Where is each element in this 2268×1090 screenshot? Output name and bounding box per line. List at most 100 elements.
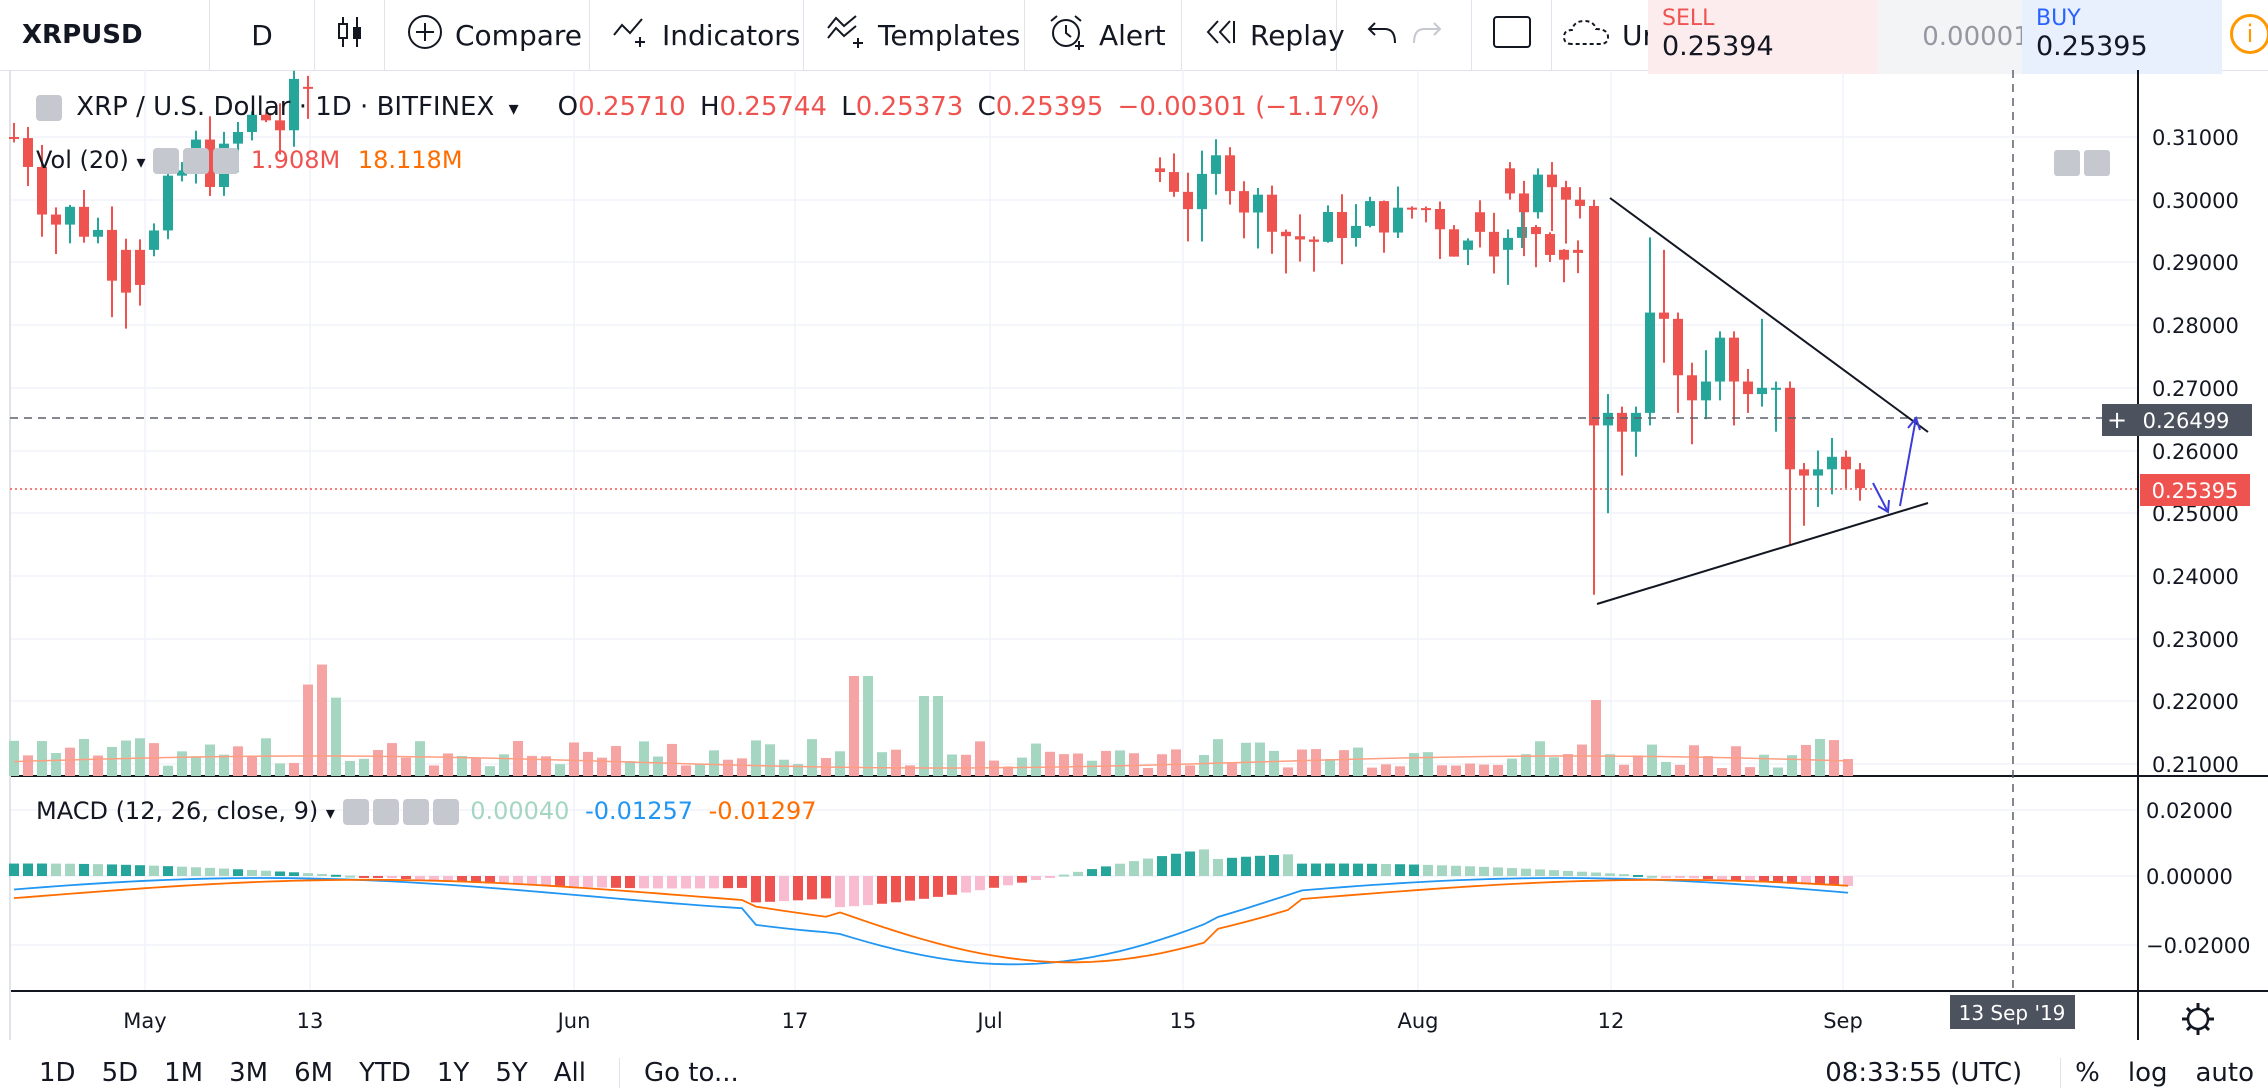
sell-button[interactable]: SELL 0.25394 — [1648, 0, 1878, 74]
redo-icon[interactable] — [1412, 19, 1442, 52]
indicators-icon — [612, 15, 650, 56]
range-button-1y[interactable]: 1Y — [436, 1058, 470, 1088]
bottom-toolbar: 1D 5D 1M 3M 6M YTD 1Y 5Y All Go to... 08:33:55 (… — [0, 1056, 2268, 1090]
close-icon[interactable] — [213, 148, 240, 174]
compare-label: Compare — [455, 18, 583, 52]
candle-body — [1379, 201, 1389, 233]
macd-histogram-bar — [1213, 858, 1223, 876]
time-axis-label: 13 — [297, 1009, 324, 1033]
chevron-down-icon[interactable]: ▾ — [136, 152, 146, 173]
range-button-5y[interactable]: 5Y — [495, 1058, 528, 1088]
macd-histogram-bar — [779, 876, 789, 902]
volume-bar — [107, 746, 117, 776]
macd-histogram-bar — [723, 876, 733, 889]
candle-body — [1547, 174, 1557, 188]
goto-button[interactable]: Go to... — [618, 1058, 753, 1088]
candle-body — [1659, 312, 1669, 319]
candle-body — [79, 206, 89, 237]
macd-histogram-bar — [863, 876, 873, 906]
range-button-all[interactable]: All — [553, 1058, 586, 1088]
replay-button[interactable]: Replay — [1182, 0, 1345, 70]
volume-bar — [373, 750, 383, 776]
macd-histogram-bar — [1745, 876, 1755, 882]
candle-body — [65, 206, 75, 225]
macd-histogram-bar — [1367, 863, 1377, 876]
macd-histogram-bar — [1535, 869, 1545, 876]
macd-histogram-bar — [947, 876, 957, 895]
alert-button[interactable]: Alert — [1025, 0, 1182, 70]
gear-icon[interactable] — [183, 148, 210, 174]
range-button-5d[interactable]: 5D — [101, 1058, 139, 1088]
volume-bar — [1801, 745, 1811, 776]
gear-icon[interactable] — [372, 799, 399, 825]
volume-bar — [1703, 756, 1713, 776]
projection-arrows[interactable] — [1872, 415, 1921, 514]
low-label: L — [841, 92, 856, 122]
volume-bar — [1465, 763, 1475, 776]
close-icon[interactable] — [432, 799, 459, 825]
percent-toggle[interactable]: % — [2060, 1058, 2114, 1088]
volume-bar — [877, 752, 887, 776]
scale-down-button — [2054, 150, 2080, 176]
candle-body — [1239, 191, 1249, 213]
candle-body — [93, 229, 103, 237]
cloud-icon — [1562, 17, 1610, 54]
volume-bar — [1661, 761, 1671, 776]
save-layout-button[interactable]: Ur — [1552, 0, 1654, 70]
macd-histogram-bar — [1087, 869, 1097, 876]
candle-body — [1841, 456, 1851, 470]
macd-histogram-bar — [23, 863, 33, 876]
chart-style-button[interactable] — [315, 0, 385, 70]
compare-button[interactable]: Compare — [385, 0, 590, 70]
source-code-icon[interactable] — [402, 799, 429, 825]
buy-button[interactable]: BUY 0.25395 — [2022, 0, 2222, 74]
chevron-down-icon[interactable]: ▾ — [508, 96, 519, 120]
macd-histogram-bar — [205, 867, 215, 876]
volume-bar — [597, 757, 607, 776]
indicators-button[interactable]: Indicators — [590, 0, 804, 70]
macd-histogram-bar — [1423, 864, 1433, 876]
macd-histogram-bar — [1227, 857, 1237, 876]
range-button-6m[interactable]: 6M — [294, 1058, 334, 1088]
range-button-1d[interactable]: 1D — [39, 1058, 76, 1088]
log-toggle[interactable]: log — [2114, 1058, 2182, 1088]
chevron-down-icon[interactable]: ▾ — [325, 803, 335, 824]
macd-histogram-bar — [1451, 865, 1461, 876]
gear-icon[interactable] — [2182, 1003, 2214, 1035]
volume-bar — [1227, 762, 1237, 776]
macd-histogram-bar — [1115, 863, 1125, 876]
eye-icon[interactable] — [342, 799, 369, 825]
interval-button[interactable]: D — [210, 0, 315, 70]
macd-histogram-bar — [765, 876, 775, 902]
price-axis-label: 0.27000 — [2152, 377, 2239, 401]
candle-body — [1211, 155, 1221, 174]
macd-histogram-bar — [247, 869, 257, 876]
interval-label: D — [251, 18, 273, 52]
candle-body — [1365, 201, 1375, 226]
triangle-pattern[interactable] — [1596, 197, 1929, 605]
undo-icon[interactable] — [1367, 19, 1397, 52]
price-axis-label: 0.31000 — [2152, 126, 2239, 150]
templates-button[interactable]: Templates — [804, 0, 1025, 70]
macd-histogram-bar — [513, 876, 523, 885]
macd-histogram-bar — [1255, 855, 1265, 876]
info-icon[interactable]: i — [2230, 14, 2268, 54]
volume-bar — [583, 751, 593, 776]
volume-bar — [1843, 758, 1853, 776]
macd-histogram-bar — [807, 876, 817, 900]
auto-toggle[interactable]: auto — [2181, 1058, 2268, 1088]
volume-bar — [1675, 764, 1685, 776]
eye-icon[interactable] — [153, 148, 180, 174]
candle-body — [1575, 199, 1585, 206]
fullscreen-button[interactable] — [1472, 0, 1552, 70]
range-button-1m[interactable]: 1M — [164, 1058, 204, 1088]
symbol-search[interactable]: XRPUSD — [0, 0, 210, 70]
macd-histogram-bar — [1409, 864, 1419, 876]
candle-body — [1533, 174, 1543, 213]
volume-bar — [1829, 740, 1839, 776]
volume-bar — [849, 676, 859, 776]
range-button-3m[interactable]: 3M — [229, 1058, 269, 1088]
macd-histogram-bar — [51, 863, 61, 876]
legend-collapse-icon[interactable] — [36, 94, 62, 121]
range-button-ytd[interactable]: YTD — [359, 1058, 411, 1088]
